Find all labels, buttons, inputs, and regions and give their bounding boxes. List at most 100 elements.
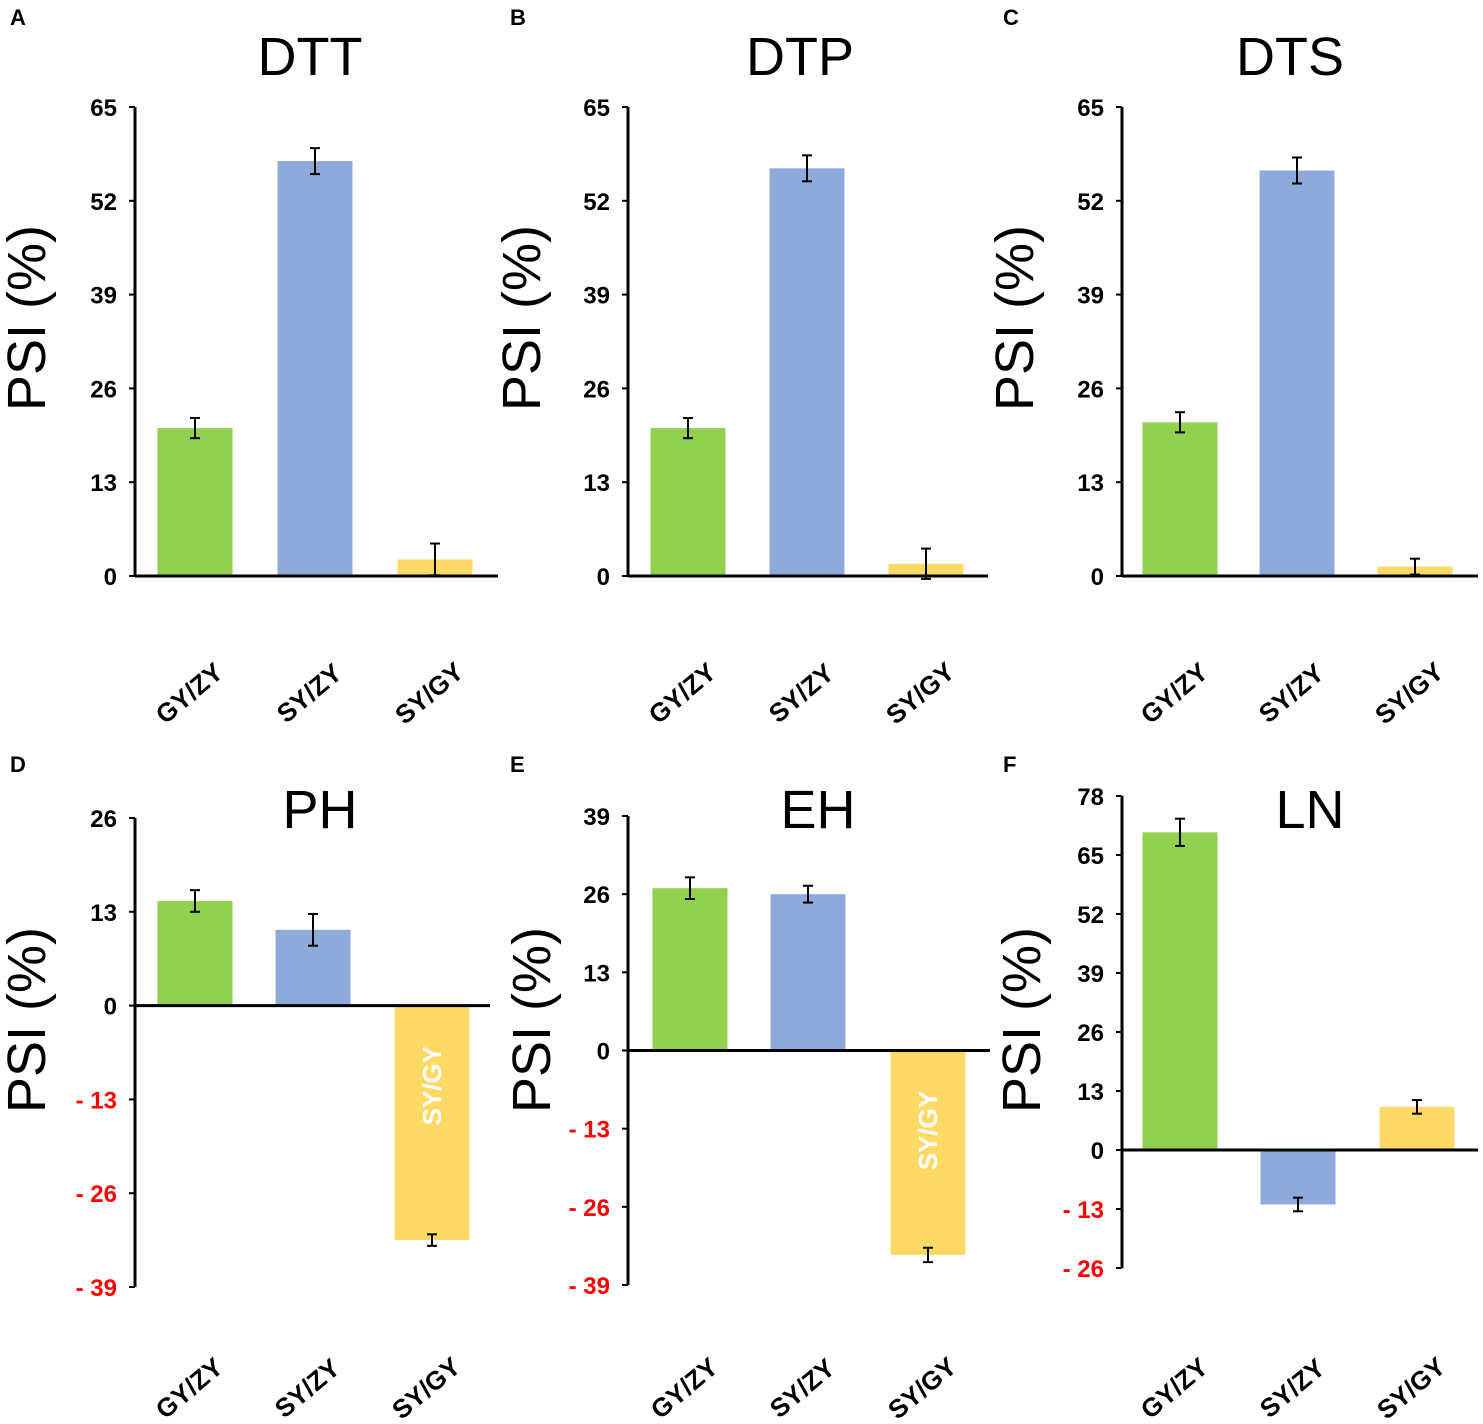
category-label: SY/GY (389, 656, 469, 730)
y-tick-label: 13 (90, 900, 117, 927)
y-tick-label: 0 (597, 1039, 610, 1066)
y-tick-label: 78 (1077, 784, 1104, 811)
y-tick-label: 65 (583, 95, 610, 122)
bar-sy-gy (394, 1005, 470, 1241)
y-tick-label: - 39 (569, 1273, 610, 1300)
panel-letter: F (1003, 752, 1016, 777)
y-tick-label: - 13 (1063, 1197, 1104, 1224)
y-tick-label: 0 (1091, 564, 1104, 591)
category-label: GY/ZY (645, 1352, 724, 1424)
error-bar (802, 154, 812, 183)
bar-gy-zy (157, 900, 233, 1006)
chart-panel-d: D PH PSI (%) SY/GY - 39 - 26 - 13 0 13 26 GY/ZY SY/… (0, 752, 490, 1424)
y-tick-label: 26 (583, 376, 610, 403)
category-label: SY/GY (386, 1351, 466, 1424)
y-tick-label: 39 (583, 804, 610, 831)
error-bar (190, 889, 200, 913)
y-tick-label: 26 (90, 806, 117, 833)
y-tick-label: 52 (583, 189, 610, 216)
y-tick-label: - 39 (76, 1275, 117, 1302)
error-bar (683, 416, 693, 440)
error-bar (427, 1233, 437, 1247)
chart-title: DTP (746, 27, 854, 87)
y-tick-label: 26 (1077, 376, 1104, 403)
bar-sy-gy (890, 1050, 966, 1255)
error-bar (190, 416, 200, 440)
y-axis-label: PSI (%) (0, 225, 57, 411)
error-bar (921, 547, 931, 580)
y-tick-label: - 26 (76, 1181, 117, 1208)
chart-title: LN (1275, 780, 1344, 840)
y-axis-label: PSI (%) (985, 225, 1045, 411)
chart-panel-f: F LN PSI (%) - 26 - 13 0 13 26 39 52 65 78 GY/ZY SY/Z… (992, 752, 1478, 1424)
y-tick-label: 52 (1077, 902, 1104, 929)
category-label: SY/ZY (763, 657, 840, 728)
y-tick-label: 39 (1077, 283, 1104, 310)
bar-gy-zy (157, 428, 233, 576)
bar-sy-zy (770, 894, 846, 1051)
chart-title: DTS (1236, 27, 1344, 87)
error-bar (1175, 411, 1185, 434)
y-tick-label: 52 (90, 189, 117, 216)
error-bar (685, 876, 695, 900)
y-tick-label: 26 (1077, 1020, 1104, 1047)
y-tick-label: - 13 (76, 1087, 117, 1114)
error-bar (310, 147, 320, 176)
bar-gy-zy (652, 888, 728, 1051)
error-bar (803, 884, 813, 904)
category-label: GY/ZY (1135, 1352, 1214, 1424)
in-bar-label: SY/GY (417, 1046, 447, 1125)
y-tick-label: 65 (90, 95, 117, 122)
chart-title: EH (780, 780, 855, 840)
error-bar (308, 912, 318, 947)
bar-gy-zy (1142, 422, 1218, 576)
error-bar (923, 1246, 933, 1264)
category-label: SY/ZY (1254, 1352, 1331, 1423)
y-tick-label: 0 (1091, 1138, 1104, 1165)
category-label: SY/ZY (764, 1352, 841, 1423)
y-tick-label: 26 (583, 882, 610, 909)
y-axis-label: PSI (%) (992, 927, 1052, 1113)
y-tick-label: 39 (1077, 961, 1104, 988)
panel-letter: C (1003, 5, 1019, 30)
panel-letter: E (510, 752, 525, 777)
error-bar (1293, 1196, 1303, 1213)
category-label: SY/GY (882, 1351, 962, 1424)
error-bar (1412, 1099, 1422, 1115)
y-tick-label: 13 (1077, 1079, 1104, 1106)
error-bar (1292, 156, 1302, 185)
y-tick-label: 39 (90, 283, 117, 310)
bar-sy-zy (277, 161, 353, 576)
y-tick-label: 26 (90, 376, 117, 403)
bar-sy-zy (769, 168, 845, 577)
category-label: GY/ZY (150, 1352, 229, 1424)
panel-letter: D (10, 752, 26, 777)
category-label: SY/ZY (269, 1352, 346, 1423)
y-tick-label: 0 (104, 994, 117, 1021)
error-bar (1175, 817, 1185, 847)
y-tick-label: 0 (104, 564, 117, 591)
category-label: GY/ZY (1135, 657, 1214, 730)
chart-title: DTT (258, 27, 363, 87)
category-label: GY/ZY (150, 657, 229, 730)
chart-panel-a: A DTT PSI (%) 0 13 26 39 52 65 GY/ZY SY/ZY SY/GY (0, 5, 498, 730)
y-tick-label: 13 (1077, 470, 1104, 497)
y-tick-label: 0 (597, 564, 610, 591)
y-tick-label: 65 (1077, 843, 1104, 870)
y-tick-label: 13 (583, 960, 610, 987)
panel-letter: A (10, 5, 26, 30)
category-label: SY/GY (1369, 656, 1449, 730)
y-tick-label: - 26 (1063, 1256, 1104, 1283)
bar-gy-zy (1142, 832, 1218, 1150)
y-tick-label: 65 (1077, 95, 1104, 122)
panel-letter: B (510, 5, 526, 30)
y-tick-label: - 26 (569, 1195, 610, 1222)
in-bar-label: SY/GY (913, 1091, 943, 1170)
bar-sy-zy (1260, 1150, 1336, 1205)
chart-panel-e: E EH PSI (%) SY/GY - 39 - 26 - 13 0 13 26 39 GY/ZY S… (502, 752, 990, 1424)
y-tick-label: 13 (90, 470, 117, 497)
y-tick-label: 13 (583, 470, 610, 497)
bar-gy-zy (650, 428, 726, 576)
y-axis-label: PSI (%) (502, 927, 562, 1113)
